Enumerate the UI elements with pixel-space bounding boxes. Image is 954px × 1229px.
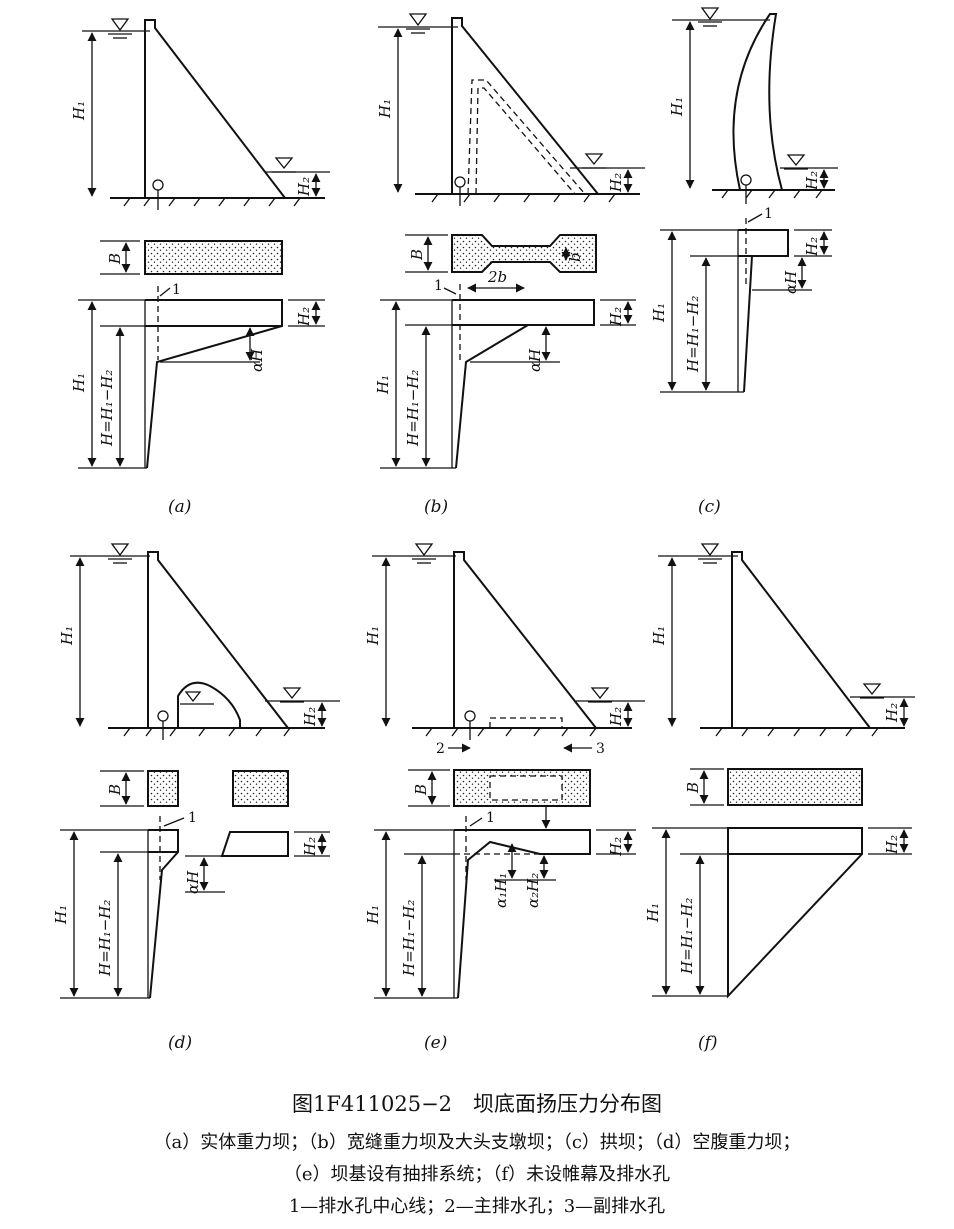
panel-c: H₁ H₂ 1 H₁ H=H₁−H₂ H <box>650 7 838 517</box>
label-b-width: B <box>684 782 702 794</box>
water-level-icon <box>412 543 436 564</box>
label-h1-diagram: H₁ <box>650 303 668 323</box>
drain-hole-icon <box>152 179 164 210</box>
label-drain-centerline: 1 <box>434 278 443 294</box>
panel-label-d: (d) <box>168 1033 192 1053</box>
tailwater-level-icon <box>280 687 304 703</box>
panel-d: H₁ H₂ B 1 <box>52 543 340 1053</box>
label-h2-diagram: H₂ <box>803 237 821 257</box>
cavity-water-icon <box>180 691 214 705</box>
drain-hole-icon <box>464 710 476 740</box>
label-h-equals: H=H₁−H₂ <box>96 900 114 977</box>
label-h1: H₁ <box>364 626 382 646</box>
label-b-width: B <box>408 249 426 261</box>
label-h2: H₂ <box>295 177 313 197</box>
label-small-b: b <box>566 252 584 262</box>
tailwater-level-icon <box>272 157 296 173</box>
label-drain-centerline: 1 <box>486 810 495 826</box>
panel-label-a: (a) <box>168 497 191 517</box>
figure-legend-line1: （a）实体重力坝；（b）宽缝重力坝及大头支墩坝；（c）拱坝；（d）空腹重力坝； <box>153 1132 801 1153</box>
label-alpha1-h1: α₁H₁ <box>492 873 510 908</box>
uplift-pressure-diagram: H₁ H₂ B 1 <box>52 7 915 1053</box>
tailwater-level-icon <box>582 153 606 169</box>
water-level-icon <box>406 13 430 34</box>
label-h1: H₁ <box>650 626 668 646</box>
label-h2: H₂ <box>883 703 901 723</box>
water-level-icon <box>108 543 132 564</box>
label-h-equals: H=H₁−H₂ <box>678 898 696 975</box>
label-h1: H₁ <box>376 99 394 119</box>
label-h2-diagram: H₂ <box>301 837 319 857</box>
drain-hole-icon <box>740 174 752 204</box>
plan-section <box>144 240 283 275</box>
label-h-equals: H=H₁−H₂ <box>98 370 116 447</box>
label-h-equals: H=H₁−H₂ <box>400 900 418 977</box>
figure-legend-line3: 1—排水孔中心线；2—主排水孔；3—副排水孔 <box>288 1196 666 1217</box>
label-h2: H₂ <box>301 707 319 727</box>
label-h-equals: H=H₁−H₂ <box>404 370 422 447</box>
water-level-icon <box>108 18 132 39</box>
tailwater-level-icon <box>784 154 808 170</box>
label-h2-diagram: H₂ <box>607 307 625 327</box>
label-alpha-h: αH <box>782 270 800 294</box>
label-b-width: B <box>106 784 124 796</box>
panel-label-c: (c) <box>698 497 721 517</box>
panel-a: H₁ H₂ B 1 <box>70 18 330 517</box>
panel-f: H₁ H₂ B H₁ H=H₁−H₂ H₂ (f) <box>644 543 915 1053</box>
label-b-width: B <box>412 784 430 796</box>
panel-label-b: (b) <box>424 497 448 517</box>
plan-section-left <box>147 770 179 807</box>
water-level-icon <box>698 7 722 27</box>
label-drain-centerline: 1 <box>172 282 181 298</box>
plan-section <box>451 234 597 273</box>
panel-e: H₁ 2 3 H₂ B 1 <box>364 543 645 1053</box>
label-h2: H₂ <box>607 707 625 727</box>
label-h2-diagram: H₂ <box>883 835 901 855</box>
label-b-width: B <box>106 253 124 265</box>
label-h2-diagram: H₂ <box>607 837 625 857</box>
label-h1: H₁ <box>58 626 76 646</box>
panel-label-e: (e) <box>424 1033 447 1053</box>
label-alpha-h: αH <box>248 348 266 372</box>
tailwater-level-icon <box>588 687 612 703</box>
label-2b: 2b <box>487 268 507 286</box>
label-h1-diagram: H₁ <box>364 905 382 925</box>
label-aux-drain: 3 <box>596 741 605 757</box>
tailwater-level-icon <box>860 683 884 699</box>
plan-section <box>727 768 863 806</box>
label-h1-diagram: H₁ <box>70 373 88 393</box>
label-h-equals: H=H₁−H₂ <box>684 296 702 373</box>
label-main-drain: 2 <box>436 741 445 757</box>
drain-hole-icon <box>157 710 169 740</box>
label-h1: H₁ <box>668 97 686 117</box>
label-alpha-h: αH <box>526 348 544 372</box>
label-drain-centerline: 1 <box>188 810 197 826</box>
panel-label-f: (f) <box>698 1033 718 1053</box>
label-h1-diagram: H₁ <box>374 375 392 395</box>
label-h2: H₂ <box>607 173 625 193</box>
label-h1-diagram: H₁ <box>52 905 70 925</box>
label-alpha-h: αH <box>184 870 202 894</box>
figure-title: 图1F411025−2 坝底面扬压力分布图 <box>291 1092 663 1116</box>
figure-legend-line2: （e）坝基设有抽排系统；（f）未设帷幕及排水孔 <box>283 1164 671 1185</box>
drain-hole-icon <box>454 176 466 206</box>
label-h1-diagram: H₁ <box>644 903 662 923</box>
label-h2-diagram: H₂ <box>295 307 313 327</box>
plan-section-right <box>232 770 289 807</box>
label-drain-centerline: 1 <box>764 206 773 222</box>
panel-b: H₁ H₂ B b 2b 1 <box>374 13 645 517</box>
label-h1: H₁ <box>70 101 88 121</box>
label-h2: H₂ <box>803 171 821 191</box>
water-level-icon <box>698 543 722 564</box>
label-alpha2-h2: α₂H₂ <box>524 873 542 908</box>
